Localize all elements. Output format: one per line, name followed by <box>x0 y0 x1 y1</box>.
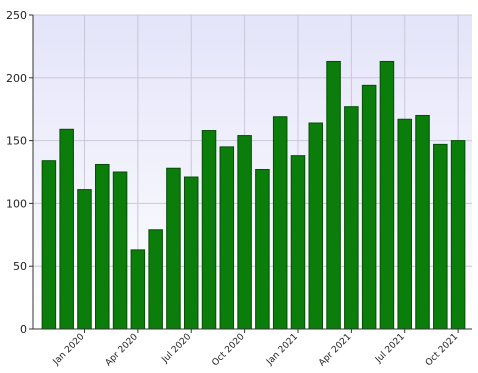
bar <box>237 135 252 330</box>
y-tick-label: 100 <box>6 197 27 210</box>
bar <box>219 146 235 330</box>
x-tick-label: Apr 2020 <box>104 332 140 368</box>
bar <box>59 128 74 330</box>
bar <box>433 143 448 330</box>
bar <box>130 249 146 330</box>
x-tick-label: Jul 2020 <box>160 332 194 366</box>
bar <box>308 122 324 330</box>
bar <box>41 160 57 330</box>
y-tick-label: 200 <box>6 72 27 85</box>
y-tick-label: 150 <box>6 135 27 148</box>
bar <box>379 60 395 330</box>
bar <box>361 84 377 330</box>
bar <box>290 155 306 330</box>
bar <box>77 189 92 330</box>
bar <box>95 163 110 330</box>
y-tick-label: 0 <box>20 323 27 336</box>
y-tick-label: 250 <box>6 9 27 22</box>
x-tick-label: Jan 2021 <box>264 332 300 368</box>
x-tick-label: Jan 2020 <box>51 332 87 368</box>
bar <box>344 106 359 330</box>
bar <box>112 171 128 330</box>
bar <box>183 176 199 330</box>
bar <box>326 60 341 330</box>
bar <box>148 229 163 330</box>
x-tick-label: Oct 2021 <box>424 332 460 368</box>
bar <box>272 116 288 330</box>
x-tick-label: Oct 2020 <box>210 332 246 368</box>
x-tick-label: Apr 2021 <box>317 332 353 368</box>
bar <box>201 130 217 330</box>
bar <box>450 140 466 330</box>
x-tick-label: Jul 2021 <box>373 332 407 366</box>
bar <box>415 114 430 330</box>
bar <box>255 168 270 330</box>
bar <box>166 167 181 330</box>
bar <box>397 118 412 330</box>
y-tick-label: 50 <box>13 260 27 273</box>
